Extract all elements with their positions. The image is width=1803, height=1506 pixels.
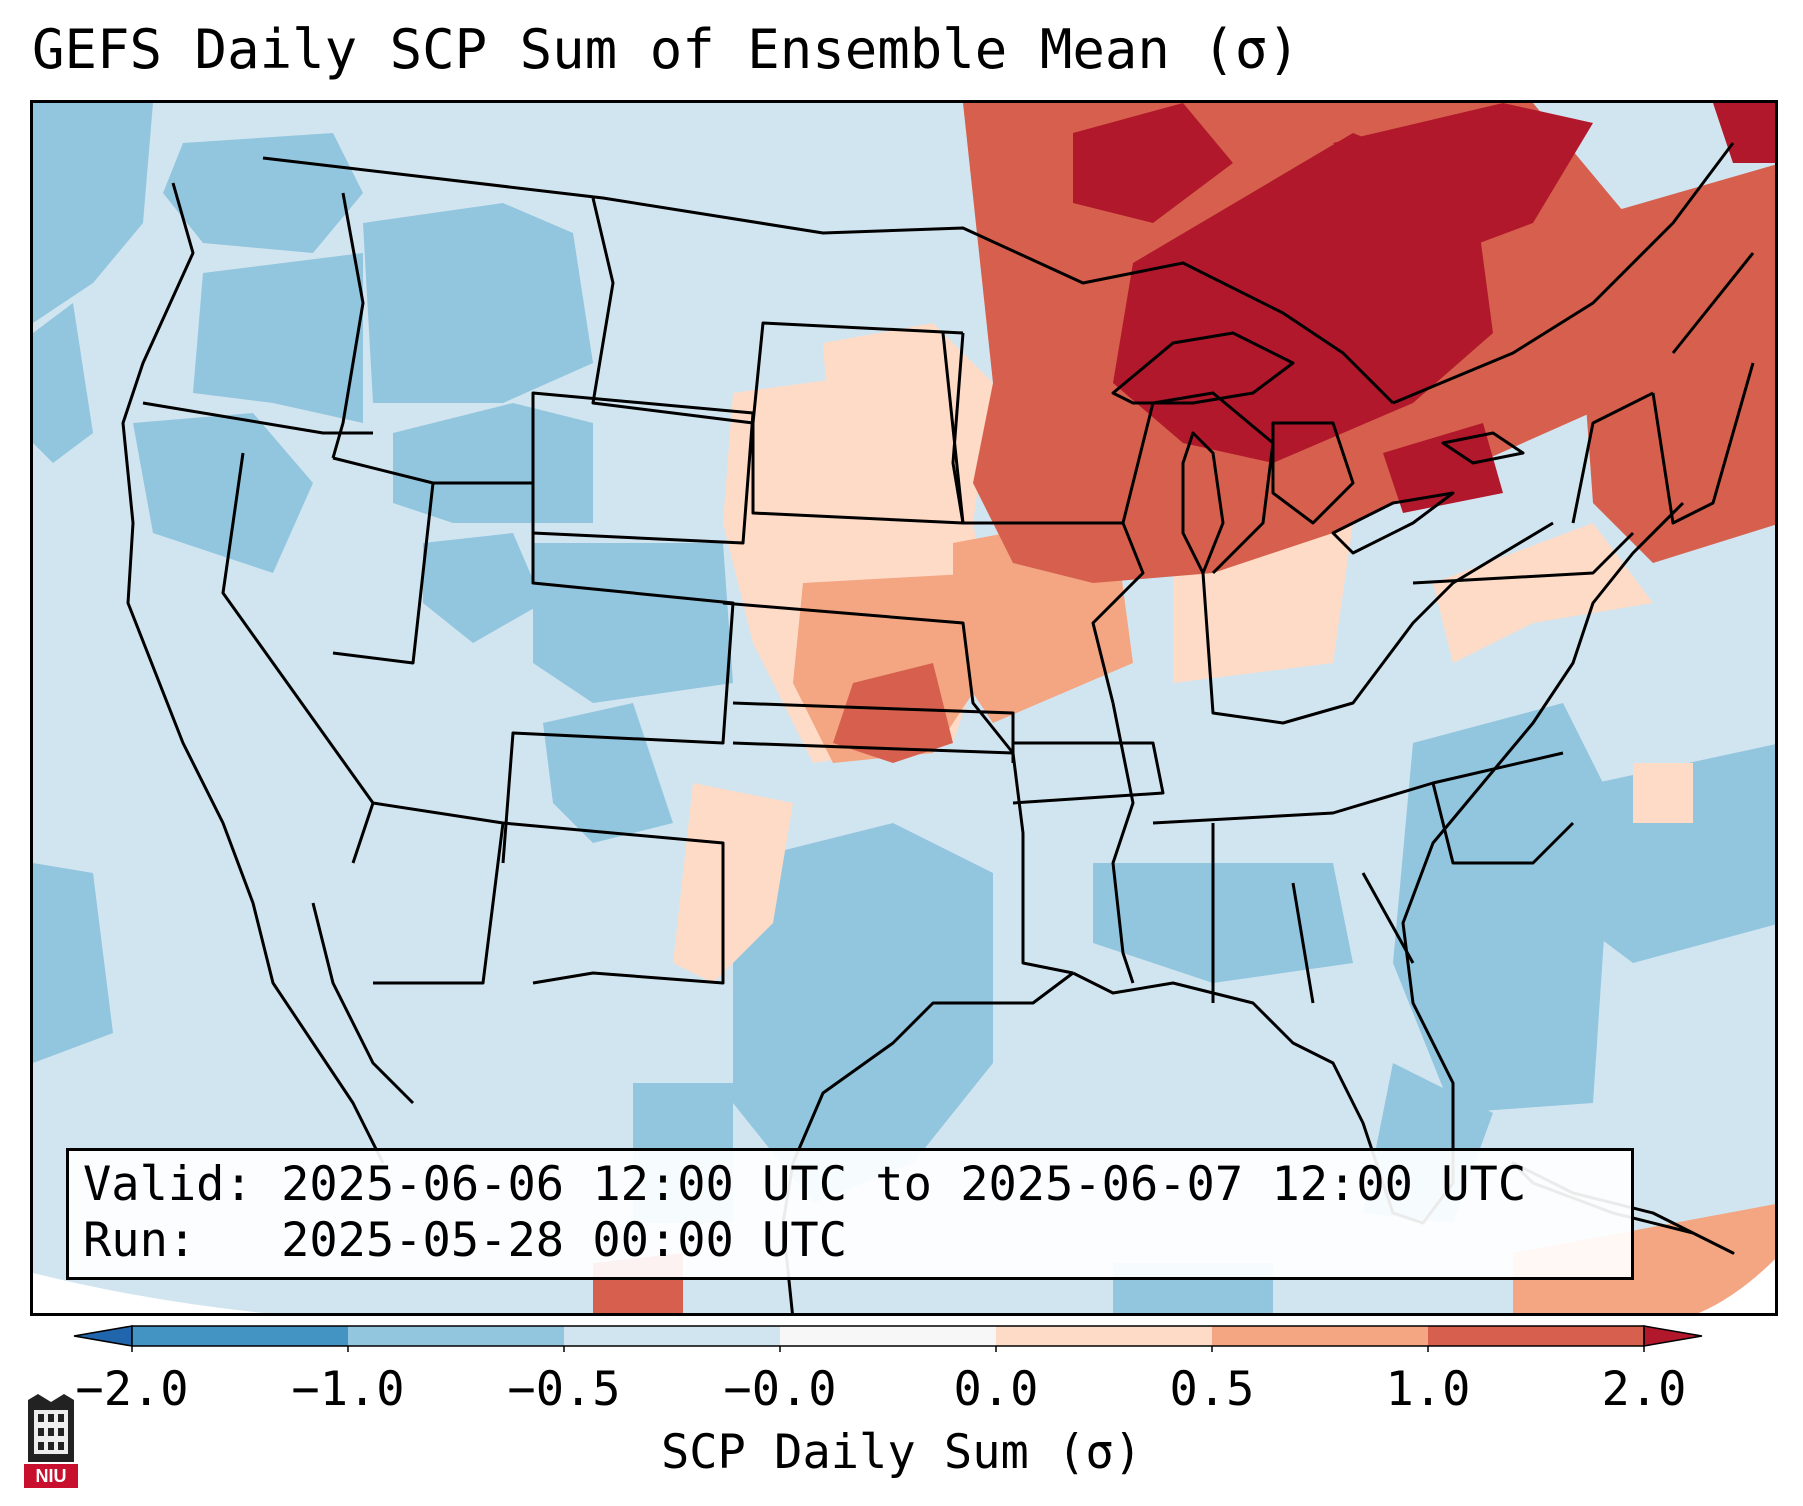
scp-field-layer bbox=[33, 103, 1775, 1313]
lake-ontario bbox=[1441, 431, 1525, 465]
oklahoma-texas bbox=[732, 741, 1074, 975]
chart-title: GEFS Daily SCP Sum of Ensemble Mean (σ) bbox=[32, 18, 1300, 81]
valid-run-info-box: Valid: 2025-06-06 12:00 UTC to 2025-06-0… bbox=[66, 1148, 1634, 1280]
missouri-arkansas bbox=[1012, 741, 1165, 805]
field-pacific-nw bbox=[33, 103, 153, 323]
colorbar bbox=[73, 1325, 1703, 1352]
gulf-coast bbox=[1072, 501, 1685, 1225]
valid-time-text: Valid: 2025-06-06 12:00 UTC to 2025-06-0… bbox=[83, 1157, 1527, 1212]
field-north-core bbox=[1073, 103, 1233, 223]
field-caribbean-east bbox=[1513, 1204, 1775, 1313]
field-kansas-core bbox=[833, 663, 953, 763]
montana-dakotas bbox=[591, 197, 964, 425]
kansas-oklahoma bbox=[732, 701, 1015, 763]
field-great-lakes-core bbox=[1113, 133, 1493, 463]
colorbar-extend-low bbox=[73, 1325, 133, 1347]
arizona-nm bbox=[372, 801, 505, 985]
wisconsin-michigan bbox=[1121, 391, 1275, 575]
niu-logo: NIU bbox=[24, 1394, 78, 1488]
logo-text: NIU bbox=[36, 1466, 67, 1486]
colorbar-tick-label: −2.0 bbox=[75, 1362, 189, 1417]
pennsylvania-ny bbox=[1412, 391, 1654, 585]
colorbar-segment bbox=[780, 1326, 996, 1346]
minnesota-iowa bbox=[941, 332, 1145, 704]
colorbar-label: SCP Daily Sum (σ) bbox=[660, 1425, 1143, 1480]
lake-superior bbox=[1111, 331, 1295, 405]
nevada-utah bbox=[332, 456, 435, 665]
colorbar-tick-label: −1.0 bbox=[291, 1362, 405, 1417]
colorbar-outline bbox=[131, 1325, 1645, 1347]
colorbar-extend-high bbox=[1643, 1325, 1703, 1347]
field-texas-mexico bbox=[733, 823, 993, 1203]
colorbar-segment bbox=[132, 1326, 348, 1346]
us-canada-border bbox=[262, 156, 1395, 405]
field-atlantic-far bbox=[1503, 744, 1775, 963]
field-oregon-idaho bbox=[193, 253, 363, 423]
state-borders bbox=[121, 142, 1755, 1313]
field-dakotas bbox=[823, 323, 993, 533]
colorbar-segment bbox=[1428, 1326, 1644, 1346]
colorbar-segment bbox=[564, 1326, 780, 1346]
wa-or-id-line bbox=[142, 401, 373, 435]
field-nm-texas-panhandle bbox=[673, 783, 793, 983]
field-southeast bbox=[1093, 863, 1353, 983]
field-ontario-core bbox=[1333, 103, 1593, 253]
lake-erie bbox=[1331, 491, 1455, 555]
new-england bbox=[1651, 252, 1755, 525]
carolinas bbox=[1431, 782, 1575, 865]
colorbar-tick-label: −0.0 bbox=[723, 1362, 837, 1417]
run-time-text: Run: 2025-05-28 00:00 UTC bbox=[83, 1213, 848, 1268]
map-svg bbox=[33, 103, 1775, 1313]
field-new-england bbox=[1573, 164, 1775, 563]
field-pacific-sw bbox=[33, 863, 113, 1063]
domain-edge-right bbox=[1698, 1259, 1775, 1313]
baja-coast bbox=[311, 902, 415, 1105]
colorbar-tick-label: 0.5 bbox=[1169, 1362, 1255, 1417]
lake-huron bbox=[1271, 421, 1355, 525]
colorbar-tick-label: 2.0 bbox=[1601, 1362, 1687, 1417]
colorbar-tick-label: −0.5 bbox=[507, 1362, 621, 1417]
field-colorado bbox=[533, 543, 733, 703]
field-utah bbox=[423, 533, 543, 643]
kentucky-tennessee bbox=[1152, 751, 1564, 825]
field-montana bbox=[363, 203, 593, 403]
field-lake-erie-core bbox=[1383, 423, 1503, 513]
ms-al-ga bbox=[1211, 823, 1415, 1004]
field-atlantic-warm-spot bbox=[1633, 763, 1693, 823]
ohio-indiana-illinois bbox=[1201, 521, 1554, 725]
field-new-mexico bbox=[543, 703, 673, 843]
colorbar-segment bbox=[348, 1326, 564, 1346]
canada-east-border bbox=[1392, 142, 1735, 405]
or-nv-ca-line bbox=[221, 452, 375, 864]
lake-michigan bbox=[1181, 431, 1225, 575]
wyoming bbox=[531, 391, 755, 545]
field-wyoming bbox=[393, 403, 593, 523]
domain-edge bbox=[33, 1273, 264, 1313]
map-panel bbox=[30, 100, 1778, 1316]
field-west-offshore bbox=[33, 303, 93, 463]
colorbar-tick-label: 1.0 bbox=[1385, 1362, 1471, 1417]
colorbar-segment bbox=[996, 1326, 1212, 1346]
nm-texas bbox=[502, 821, 725, 985]
colorbar-segment bbox=[1212, 1326, 1428, 1346]
field-ne-corner bbox=[1713, 103, 1775, 163]
idaho-montana bbox=[331, 192, 365, 459]
pacific-coast bbox=[121, 182, 385, 1164]
field-washington bbox=[163, 133, 363, 253]
colorbar-tick-label: 0.0 bbox=[953, 1362, 1039, 1417]
field-mid-atlantic bbox=[1433, 523, 1653, 663]
nebraska-kansas bbox=[722, 601, 1015, 754]
mississippi-river bbox=[1111, 702, 1135, 984]
field-nevada bbox=[133, 413, 313, 573]
